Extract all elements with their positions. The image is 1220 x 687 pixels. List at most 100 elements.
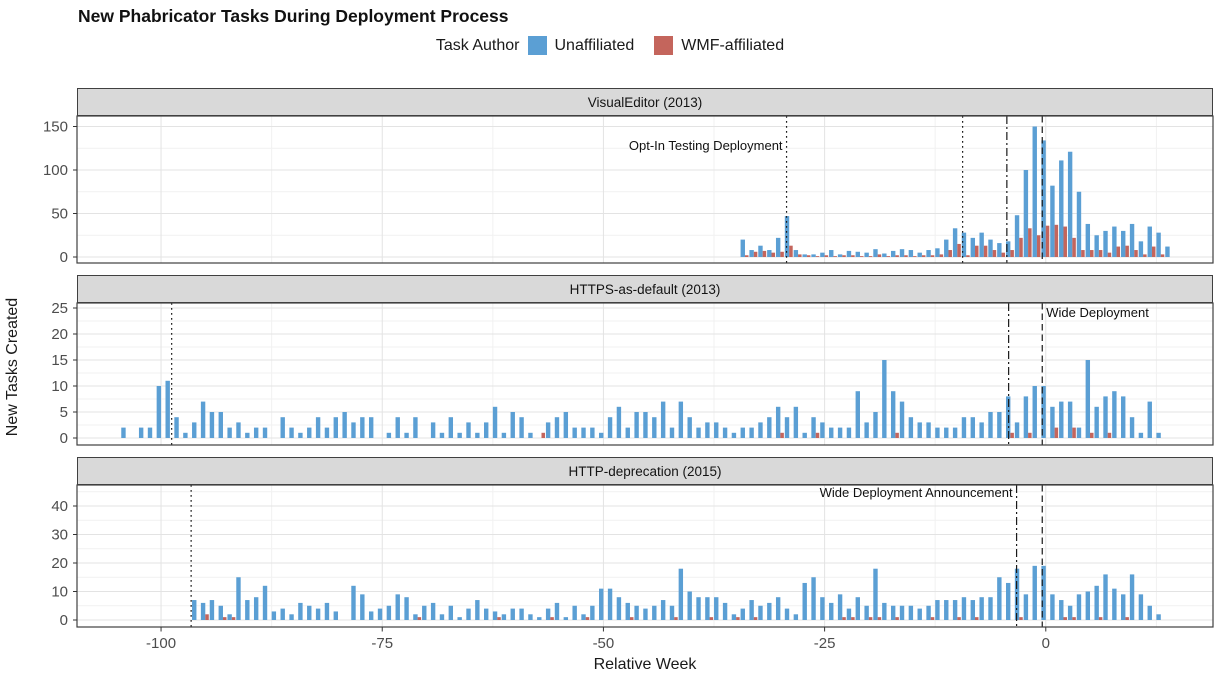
bar-unaffiliated xyxy=(944,239,949,257)
bar-unaffiliated xyxy=(687,591,692,620)
bar-unaffiliated xyxy=(1121,396,1126,438)
bar-wmf xyxy=(957,617,961,620)
bar-unaffiliated xyxy=(802,582,807,620)
bar-unaffiliated xyxy=(767,250,772,257)
bar-unaffiliated xyxy=(846,608,852,620)
bar-unaffiliated xyxy=(1014,215,1020,257)
bar-unaffiliated xyxy=(775,597,781,620)
bar-unaffiliated xyxy=(1059,160,1064,257)
bar-unaffiliated xyxy=(705,422,710,438)
bar-unaffiliated xyxy=(740,427,745,438)
bar-unaffiliated xyxy=(537,617,542,620)
bar-wmf xyxy=(1001,252,1006,257)
bar-unaffiliated xyxy=(528,432,533,438)
bar-wmf xyxy=(798,254,802,257)
bar-unaffiliated xyxy=(581,614,586,620)
bar-wmf xyxy=(1098,250,1103,257)
bar-wmf xyxy=(975,617,979,620)
bar-unaffiliated xyxy=(590,427,595,438)
bar-wmf xyxy=(222,617,227,620)
bar-unaffiliated xyxy=(979,597,984,620)
bar-unaffiliated xyxy=(333,611,338,620)
facet-header-http-deprecation: HTTP-deprecation (2015) xyxy=(77,457,1213,485)
bar-unaffiliated xyxy=(307,605,312,620)
bar-unaffiliated xyxy=(262,585,268,620)
bar-wmf xyxy=(1072,617,1076,620)
bar-unaffiliated xyxy=(696,597,701,620)
bar-unaffiliated xyxy=(988,239,993,257)
bar-unaffiliated xyxy=(660,401,666,438)
bar-unaffiliated xyxy=(829,250,834,257)
chart-title: New Phabricator Tasks During Deployment … xyxy=(78,6,509,26)
bar-unaffiliated xyxy=(245,600,250,620)
bar-wmf xyxy=(921,255,926,257)
x-tick-label: -50 xyxy=(593,635,615,652)
bar-unaffiliated xyxy=(1129,574,1135,620)
bar-unaffiliated xyxy=(935,248,940,257)
bar-unaffiliated xyxy=(457,432,462,438)
bar-wmf xyxy=(868,617,873,620)
bar-wmf xyxy=(983,245,988,257)
bar-unaffiliated xyxy=(643,412,648,438)
bar-unaffiliated xyxy=(961,232,967,257)
bar-unaffiliated xyxy=(501,614,507,620)
bar-unaffiliated xyxy=(1121,594,1126,620)
bar-unaffiliated xyxy=(439,614,445,620)
x-tick-label: 0 xyxy=(1042,635,1050,652)
y-tick-label: 5 xyxy=(60,404,68,421)
bar-unaffiliated xyxy=(156,386,162,438)
bar-unaffiliated xyxy=(360,594,365,620)
legend-label-wmf: WMF-affiliated xyxy=(681,36,785,54)
bar-unaffiliated xyxy=(846,427,852,438)
bar-unaffiliated xyxy=(873,568,878,620)
bar-unaffiliated xyxy=(1103,574,1108,620)
bar-unaffiliated xyxy=(652,417,657,438)
y-tick-label: 10 xyxy=(51,584,68,601)
bar-wmf xyxy=(913,256,917,257)
bar-wmf xyxy=(1063,617,1067,620)
bar-unaffiliated xyxy=(236,422,241,438)
bar-unaffiliated xyxy=(784,417,790,438)
bar-wmf xyxy=(1028,432,1032,438)
bar-unaffiliated xyxy=(1147,605,1152,620)
bar-wmf xyxy=(205,614,209,620)
y-tick-label: 40 xyxy=(51,498,68,515)
bar-unaffiliated xyxy=(855,391,860,438)
bar-unaffiliated xyxy=(855,251,860,257)
bar-wmf xyxy=(674,617,678,620)
bar-unaffiliated xyxy=(218,412,223,438)
bar-unaffiliated xyxy=(138,427,144,438)
bar-unaffiliated xyxy=(1156,432,1161,438)
bar-unaffiliated xyxy=(678,568,684,620)
bar-unaffiliated xyxy=(1156,232,1161,257)
bar-wmf xyxy=(762,250,767,257)
bar-unaffiliated xyxy=(1059,600,1064,620)
bar-unaffiliated xyxy=(466,422,471,438)
bar-wmf xyxy=(966,255,970,257)
bar-wmf xyxy=(629,617,634,620)
bar-unaffiliated xyxy=(386,432,392,438)
bar-wmf xyxy=(1010,250,1014,257)
y-tick-label: 30 xyxy=(51,527,68,544)
bar-unaffiliated xyxy=(351,422,356,438)
bar-unaffiliated xyxy=(439,432,445,438)
bar-unaffiliated xyxy=(961,597,967,620)
bar-unaffiliated xyxy=(917,252,922,257)
bar-unaffiliated xyxy=(607,588,613,620)
bar-unaffiliated xyxy=(1067,151,1073,257)
bar-unaffiliated xyxy=(1023,396,1029,438)
bar-unaffiliated xyxy=(121,427,126,438)
bar-unaffiliated xyxy=(811,417,816,438)
bar-unaffiliated xyxy=(749,250,754,257)
bar-unaffiliated xyxy=(997,577,1002,620)
legend-title: Task Author xyxy=(435,36,520,54)
bar-unaffiliated xyxy=(767,602,772,620)
bar-unaffiliated xyxy=(731,614,737,620)
bar-unaffiliated xyxy=(714,597,719,620)
bar-wmf xyxy=(1125,245,1129,257)
bar-unaffiliated xyxy=(1059,401,1064,438)
bar-unaffiliated xyxy=(333,417,338,438)
bar-unaffiliated xyxy=(775,237,781,257)
y-tick-label: 0 xyxy=(60,249,68,266)
bar-unaffiliated xyxy=(519,608,524,620)
